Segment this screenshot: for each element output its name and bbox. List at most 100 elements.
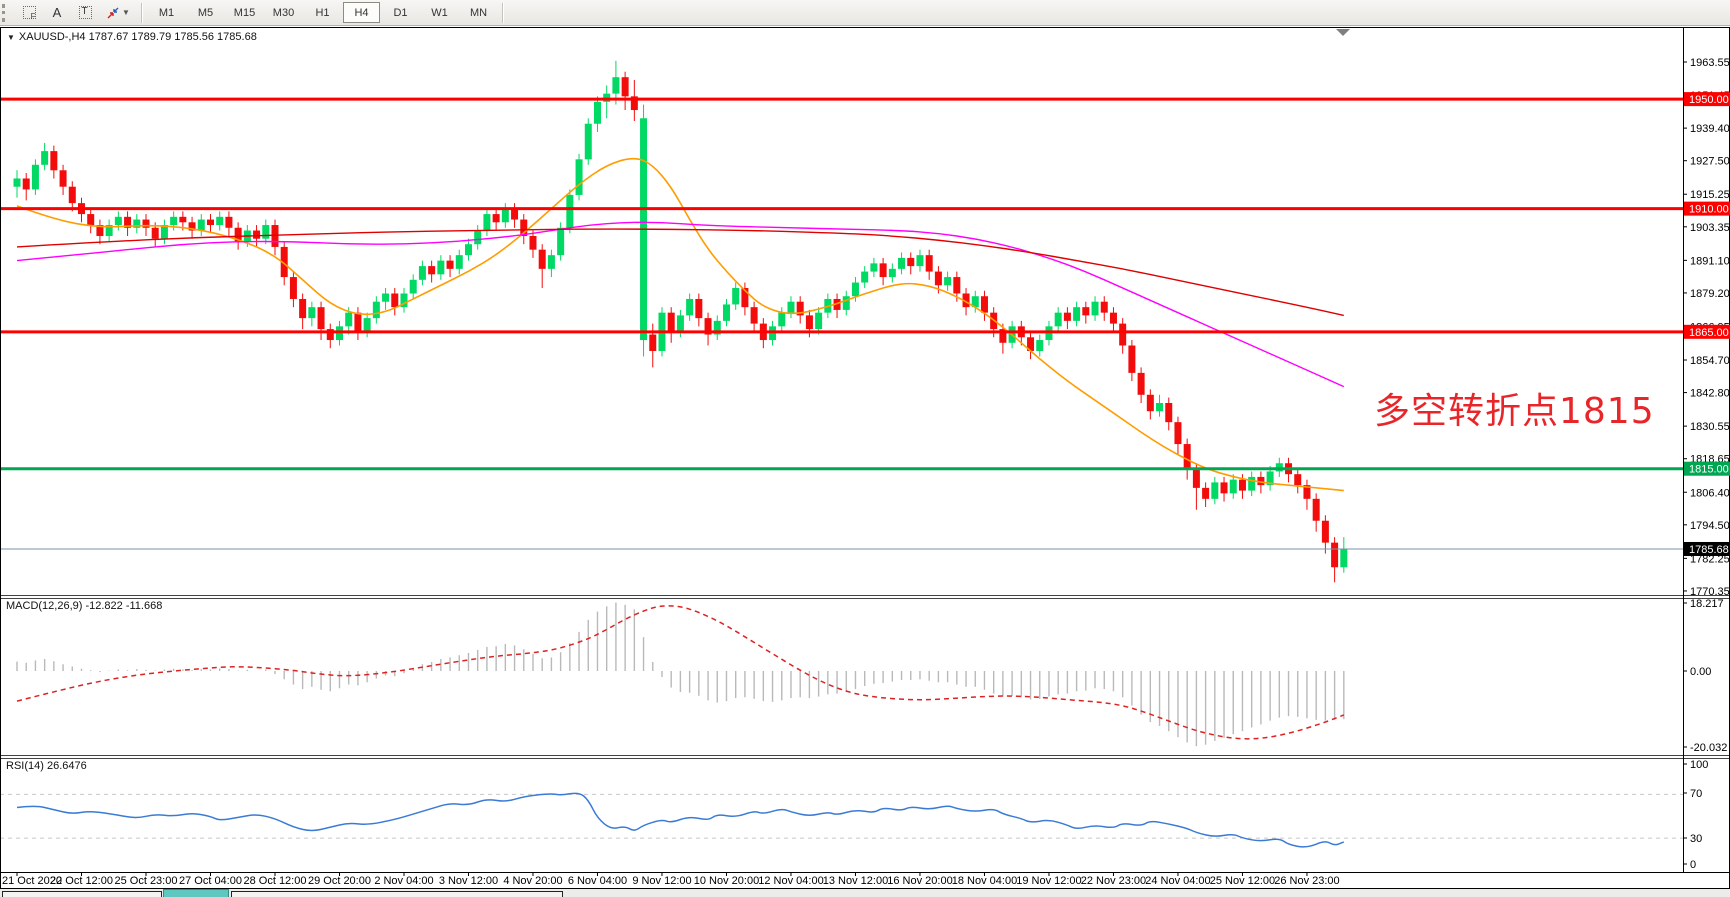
date-label: 9 Nov 12:00 <box>632 875 691 887</box>
candle <box>1321 520 1329 543</box>
candle <box>41 151 49 165</box>
price-tick-label: 1782.25 <box>1690 553 1730 565</box>
timeframe-button-MN[interactable]: MN <box>469 6 488 19</box>
candle <box>446 260 454 269</box>
macd-indicator-label: MACD(12,26,9) -12.822 -11.668 <box>6 600 163 612</box>
candle <box>1202 487 1210 499</box>
price-badge-bg <box>1684 541 1730 556</box>
candle <box>630 96 638 111</box>
timeframe-button-M30[interactable]: M30 <box>272 6 295 19</box>
mid-magenta-line <box>16 221 1345 388</box>
price-tick-label: 1830.55 <box>1690 421 1730 433</box>
candle <box>464 244 472 256</box>
date-label: 12 Nov 04:00 <box>758 875 823 887</box>
date-label: 13 Nov 12:00 <box>823 875 888 887</box>
rsi-scale-label: 0 <box>1690 859 1696 871</box>
candle <box>511 208 519 220</box>
text-label-tool-button[interactable]: A <box>44 2 70 24</box>
candle <box>1294 474 1302 486</box>
candle <box>1183 444 1191 469</box>
candle <box>750 307 758 324</box>
arrows-tool-button[interactable]: ▼ <box>100 2 136 24</box>
date-label: 24 Nov 04:00 <box>1145 875 1210 887</box>
text-box-icon: T <box>78 6 92 19</box>
candle <box>842 296 850 310</box>
candle <box>547 255 555 269</box>
candle <box>538 249 546 269</box>
collapse-triangle-icon[interactable]: ▼ <box>7 33 15 42</box>
candle <box>382 293 390 302</box>
chart-shift-triangle-icon[interactable] <box>1336 29 1350 36</box>
date-label: 6 Nov 04:00 <box>568 875 627 887</box>
candle <box>68 186 76 204</box>
timeframe-button-D1[interactable]: D1 <box>393 6 408 19</box>
price-badge-bg <box>1684 324 1730 339</box>
date-label: 22 Oct 12:00 <box>50 875 113 887</box>
candle <box>676 315 684 332</box>
price-badge-bg <box>1684 201 1730 216</box>
candle <box>1229 479 1237 494</box>
chart-tab-1[interactable] <box>2 891 162 897</box>
candle <box>1082 307 1090 316</box>
candle <box>934 271 942 286</box>
price-tick-label: 1842.80 <box>1690 388 1730 400</box>
price-tick-label: 1806.40 <box>1690 487 1730 499</box>
candle <box>1063 312 1071 321</box>
timeframe-button-H4[interactable]: H4 <box>343 2 380 23</box>
candle <box>713 320 721 335</box>
candle <box>1091 301 1099 316</box>
candle <box>225 216 233 228</box>
toolbar-separator <box>502 2 504 23</box>
candle <box>584 123 592 160</box>
timeframe-button-M15[interactable]: M15 <box>233 6 256 19</box>
candle <box>787 301 795 313</box>
date-label: 26 Nov 23:00 <box>1274 875 1339 887</box>
candle <box>280 246 288 278</box>
candle <box>391 293 399 308</box>
chart-grid-tool-button[interactable]: F <box>16 2 42 24</box>
rsi-scale-label: 30 <box>1690 833 1702 845</box>
chart-title: ▼ XAUUSD-,H4 1787.67 1789.79 1785.56 1785… <box>7 31 257 43</box>
date-label: 2 Nov 04:00 <box>374 875 433 887</box>
candle <box>612 77 620 94</box>
price-axis[interactable]: 1963.551951.451939.401927.501915.251903.… <box>1683 57 1730 871</box>
timeframe-button-M5[interactable]: M5 <box>197 6 214 19</box>
candle <box>1220 482 1228 494</box>
candle <box>980 296 988 313</box>
candle <box>114 216 122 226</box>
candle <box>1119 323 1127 346</box>
price-badge-1785.68: 1785.68 <box>1684 541 1730 556</box>
candle <box>492 214 500 223</box>
candle <box>299 298 307 319</box>
price-tick-label: 1939.40 <box>1690 123 1730 135</box>
chart-tab-2-selected[interactable] <box>163 889 229 897</box>
candle <box>234 227 242 242</box>
price-tick-label: 1794.50 <box>1690 520 1730 532</box>
candle <box>483 214 491 231</box>
timeframe-button-H1[interactable]: H1 <box>315 6 330 19</box>
rsi-line <box>16 792 1345 848</box>
candle <box>1257 476 1265 486</box>
candle <box>354 312 362 332</box>
date-label: 25 Nov 12:00 <box>1210 875 1275 887</box>
toolbar: F A T ▼ M1 M5 M15 M30 H1 H4 D1 W1 MN <box>0 0 1730 26</box>
candle <box>953 277 961 294</box>
candle <box>474 230 482 245</box>
candle <box>326 329 334 341</box>
timeframe-button-M1[interactable]: M1 <box>158 6 175 19</box>
candle <box>271 225 279 247</box>
candle <box>50 151 58 171</box>
candle <box>870 263 878 272</box>
candle <box>262 225 270 239</box>
price-badge-1910.00: 1910.00 <box>1684 201 1730 216</box>
macd-scale-label: 18.217 <box>1690 598 1724 610</box>
chart-tab-3[interactable] <box>231 891 563 897</box>
candle <box>1266 471 1274 486</box>
price-tick-label: 1770.35 <box>1690 586 1730 598</box>
candle <box>253 230 261 239</box>
toolbar-drag-grip[interactable] <box>2 3 12 22</box>
timeframe-button-W1[interactable]: W1 <box>431 6 448 19</box>
text-box-tool-button[interactable]: T <box>72 2 98 24</box>
